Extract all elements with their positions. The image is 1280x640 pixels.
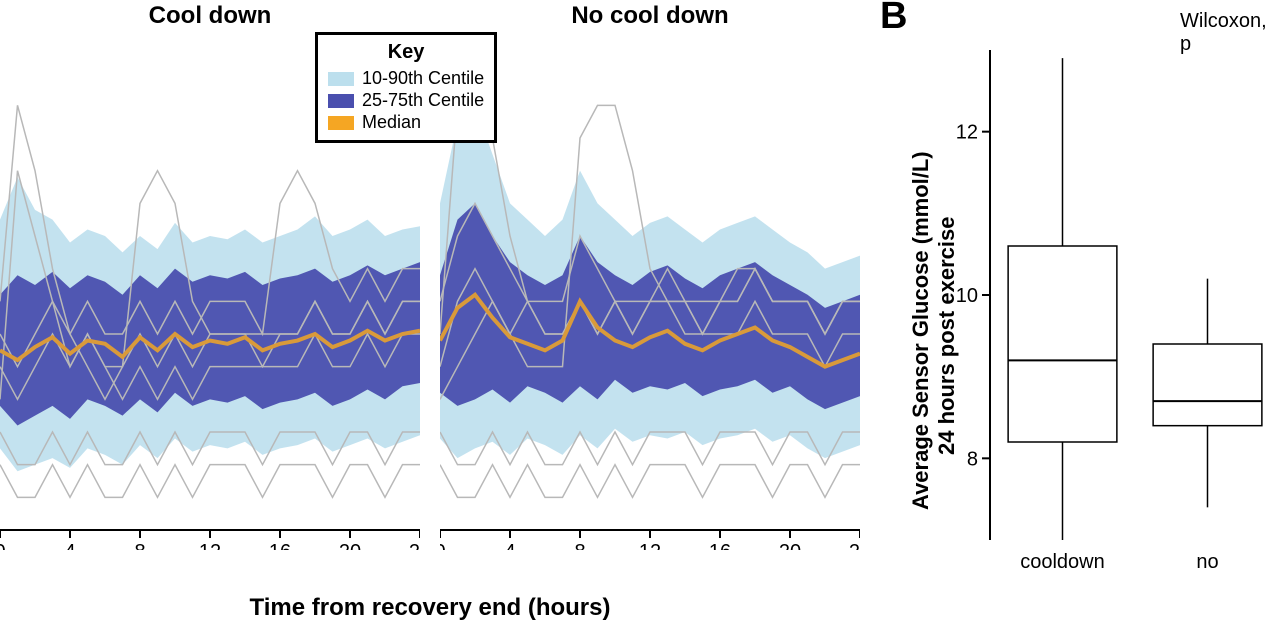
panel-b-letter: B [880, 0, 907, 38]
svg-text:cooldown: cooldown [1020, 551, 1105, 573]
svg-text:12: 12 [199, 541, 221, 550]
svg-text:24: 24 [849, 541, 860, 550]
legend-swatch [328, 72, 354, 86]
legend-row: 25-75th Centile [328, 90, 484, 111]
svg-text:24: 24 [409, 541, 420, 550]
svg-text:no: no [1196, 551, 1218, 573]
legend-label: 10-90th Centile [362, 68, 484, 89]
panel-b-chart: 8 10 12 cooldown no [950, 40, 1280, 600]
svg-text:16: 16 [269, 541, 291, 550]
panel-a1-title: Cool down [0, 2, 420, 30]
panel-a2-chart: 0 4 8 12 16 20 24 [440, 40, 860, 550]
legend-row: Median [328, 112, 484, 133]
legend-label: Median [362, 112, 421, 133]
x-axis-label: Time from recovery end (hours) [0, 594, 860, 622]
legend-title: Key [328, 41, 484, 64]
legend-box: Key 10-90th Centile25-75th CentileMedian [315, 32, 497, 143]
svg-text:20: 20 [339, 541, 361, 550]
svg-text:0: 0 [0, 541, 6, 550]
svg-text:4: 4 [504, 541, 515, 550]
svg-text:20: 20 [779, 541, 801, 550]
panel-b-ylabel-1: Average Sensor Glucose (mmol/L) [908, 151, 934, 510]
svg-text:0: 0 [440, 541, 446, 550]
legend-items: 10-90th Centile25-75th CentileMedian [328, 68, 484, 133]
svg-text:16: 16 [709, 541, 731, 550]
svg-text:8: 8 [574, 541, 585, 550]
figure-root: Cool down No cool down B Wilcoxon, p 048… [0, 0, 1280, 640]
legend-row: 10-90th Centile [328, 68, 484, 89]
svg-text:4: 4 [64, 541, 75, 550]
legend-label: 25-75th Centile [362, 90, 484, 111]
legend-swatch [328, 94, 354, 108]
svg-text:10: 10 [956, 285, 978, 307]
svg-text:12: 12 [639, 541, 661, 550]
svg-text:12: 12 [956, 122, 978, 144]
legend-swatch [328, 116, 354, 130]
svg-text:8: 8 [967, 448, 978, 470]
panel-a2-title: No cool down [440, 2, 860, 30]
svg-text:8: 8 [134, 541, 145, 550]
